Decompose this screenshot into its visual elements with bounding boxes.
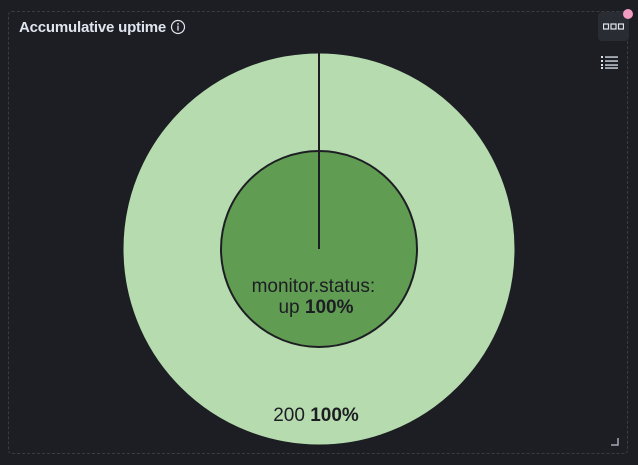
legend-list-icon <box>600 56 618 69</box>
info-icon[interactable] <box>170 19 186 35</box>
options-menu-icon <box>603 22 624 30</box>
outer-slice-label: 200 100% <box>273 405 359 426</box>
panel-header: Accumulative uptime <box>19 17 186 37</box>
inner-slice-label: monitor.status: up 100% <box>252 276 381 318</box>
notification-dot <box>623 9 633 19</box>
legend-toggle-button[interactable] <box>598 52 620 72</box>
panel-title: Accumulative uptime <box>19 18 167 36</box>
resize-handle-icon[interactable] <box>610 437 620 447</box>
